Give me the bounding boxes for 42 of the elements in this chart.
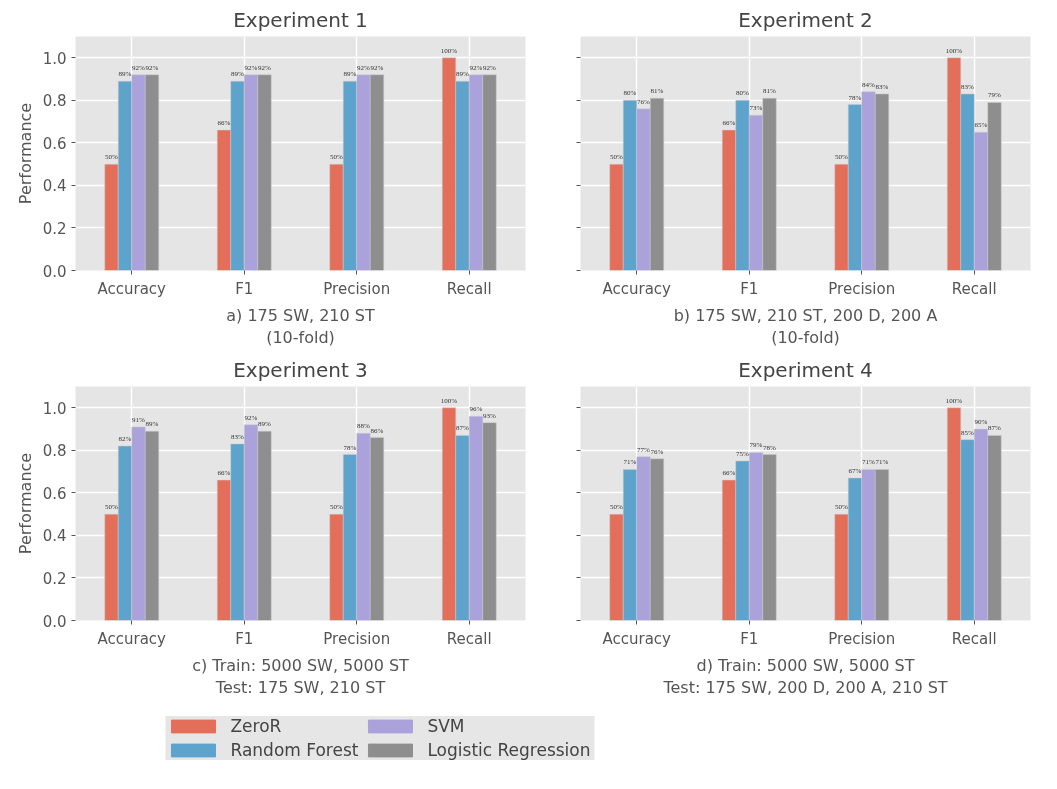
- x-tick-label: Accuracy: [97, 279, 167, 298]
- x-tick-label: Precision: [828, 629, 896, 648]
- legend-label: Random Forest: [230, 739, 359, 760]
- x-axis-title: a) 175 SW, 210 ST (10-fold): [226, 305, 375, 348]
- x-axis-title: b) 175 SW, 210 ST, 200 D, 200 A (10-fold): [673, 305, 938, 348]
- y-tick-label: 0.6: [42, 134, 67, 153]
- x-tick-label: Precision: [828, 279, 896, 298]
- x-tick-label: Recall: [446, 279, 492, 298]
- y-tick-label: 0.0: [42, 612, 67, 631]
- x-tick-label: F1: [235, 629, 254, 648]
- y-tick-label: 0.6: [42, 484, 67, 503]
- y-tick-label: 1.0: [42, 399, 67, 418]
- x-tick-label: Recall: [951, 629, 997, 648]
- chart-title: Experiment 1: [233, 7, 368, 32]
- x-tick-label: Accuracy: [97, 629, 167, 648]
- y-axis-title: Performance: [15, 102, 35, 205]
- legend-label: Logistic Regression: [427, 739, 591, 760]
- y-tick-label: 0.0: [42, 262, 67, 281]
- x-axis-title: c) Train: 5000 SW, 5000 ST Test: 175 SW, 210 ST: [192, 655, 410, 698]
- chart-title: Experiment 2: [738, 7, 873, 32]
- y-axis-title: Performance: [15, 452, 35, 555]
- chart-title: Experiment 4: [738, 357, 873, 382]
- x-tick-label: Recall: [446, 629, 492, 648]
- y-tick-label: 0.2: [42, 219, 67, 238]
- x-tick-label: F1: [740, 279, 759, 298]
- y-tick-label: 1.0: [42, 49, 67, 68]
- y-tick-label: 0.8: [42, 442, 67, 461]
- x-tick-label: F1: [740, 629, 759, 648]
- y-tick-label: 0.4: [42, 527, 67, 546]
- x-tick-label: F1: [235, 279, 254, 298]
- legend-label: SVM: [427, 715, 465, 736]
- x-tick-label: Precision: [323, 279, 391, 298]
- chart-title: Experiment 3: [233, 357, 368, 382]
- x-tick-label: Recall: [951, 279, 997, 298]
- y-tick-label: 0.8: [42, 92, 67, 111]
- x-tick-label: Precision: [323, 629, 391, 648]
- x-tick-label: Accuracy: [602, 629, 672, 648]
- y-tick-label: 0.4: [42, 177, 67, 196]
- x-tick-label: Accuracy: [602, 279, 672, 298]
- y-tick-label: 0.2: [42, 569, 67, 588]
- legend-label: ZeroR: [230, 715, 282, 736]
- x-axis-title: d) Train: 5000 SW, 5000 ST Test: 175 SW, 200 D, 200 A, 210 ST: [662, 655, 948, 698]
